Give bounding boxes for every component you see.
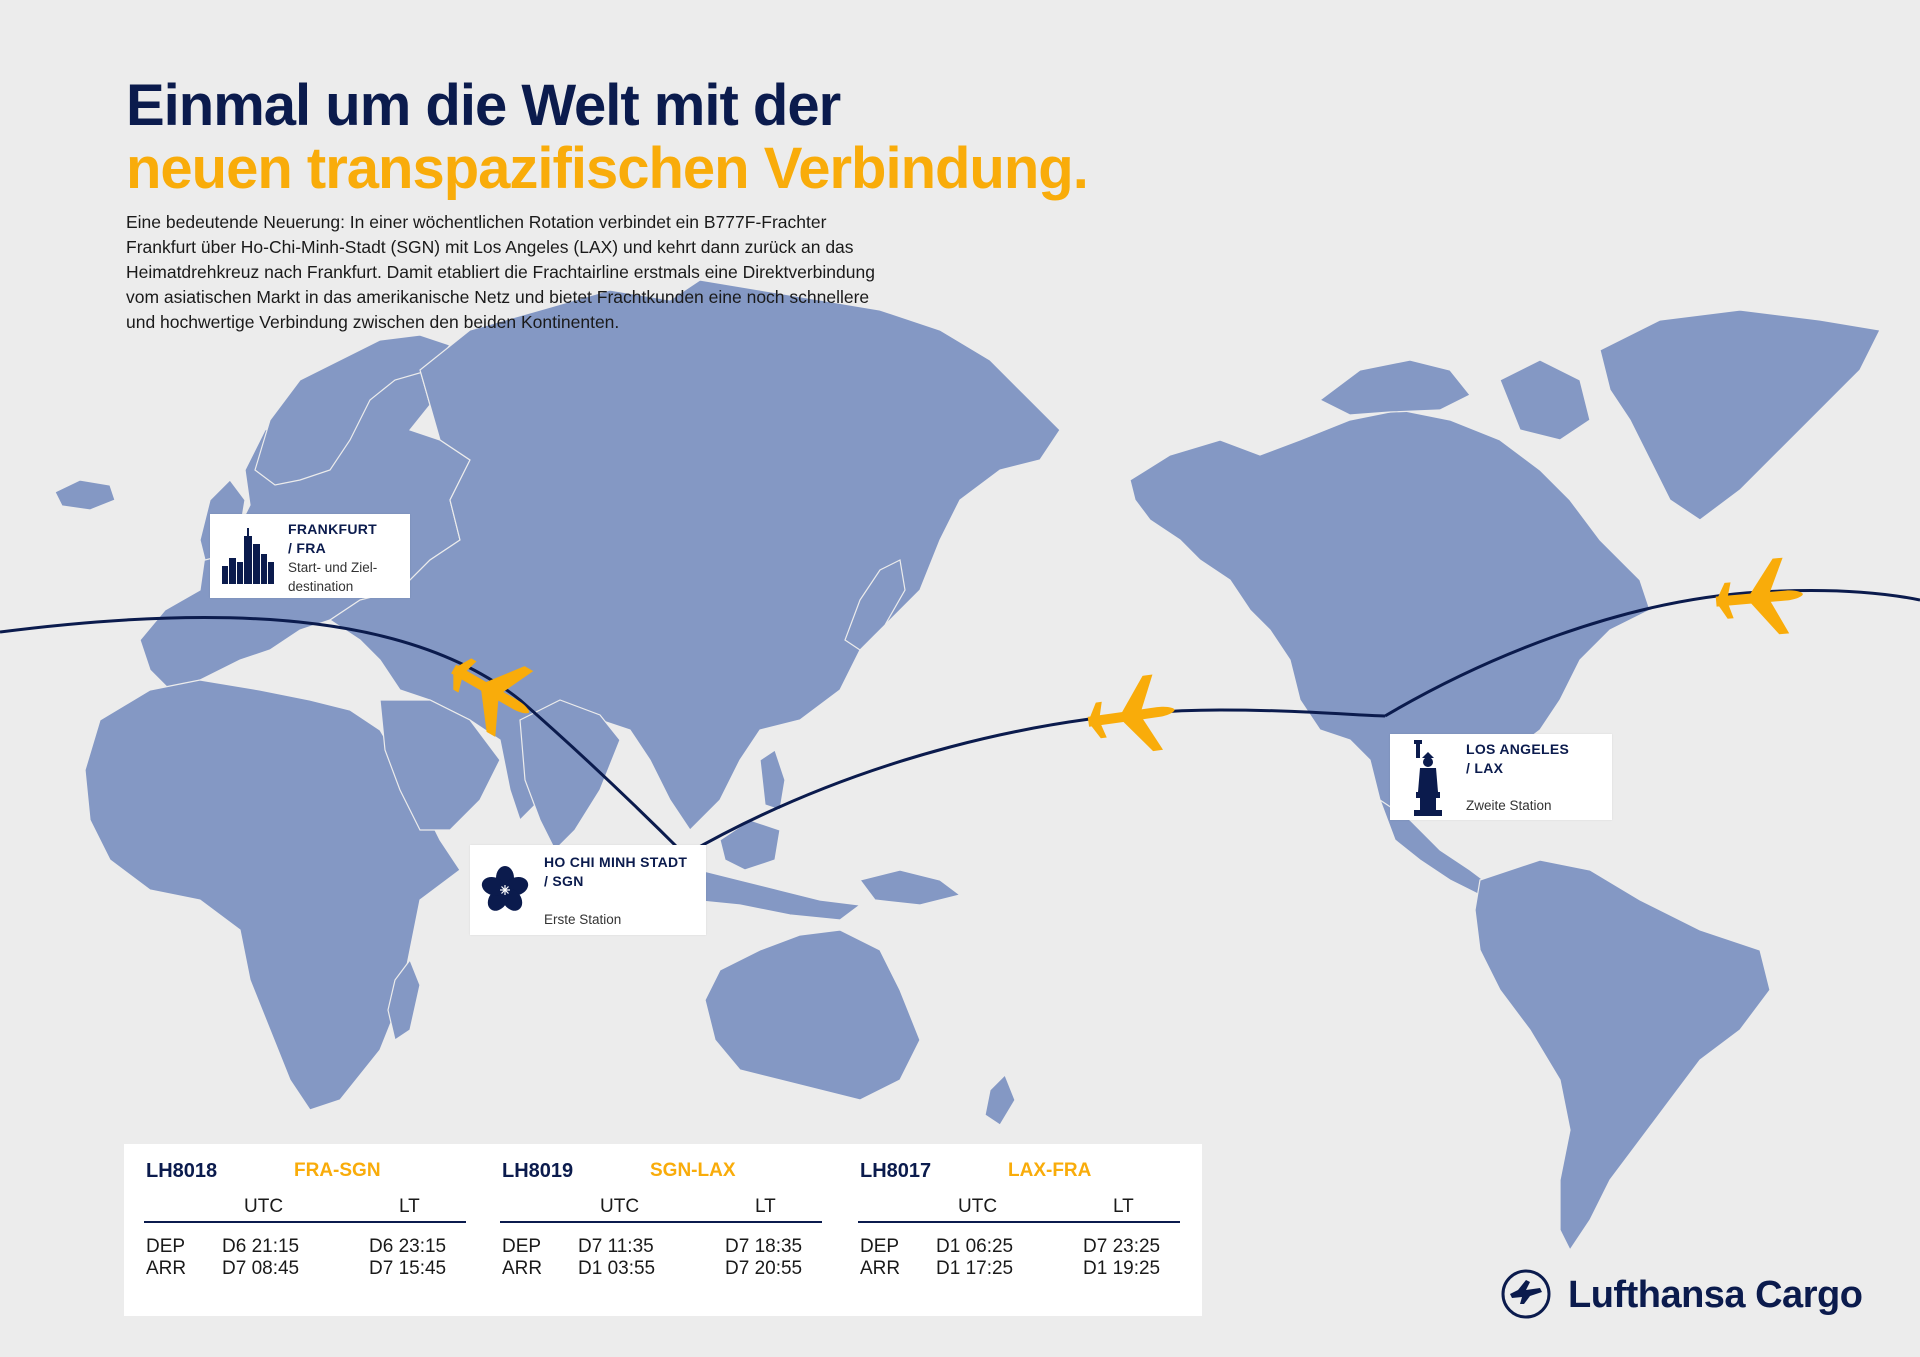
dep-label: DEP: [860, 1236, 900, 1257]
arr-lt: D1 19:25: [1083, 1258, 1161, 1279]
station-name: LOS ANGELES: [1466, 741, 1570, 757]
plane-icon: [1715, 557, 1803, 635]
land-greenland: [1599, 309, 1881, 521]
land-philippines: [759, 749, 786, 811]
plane-icon: [451, 658, 534, 737]
dep-utc: D6 21:15: [222, 1236, 300, 1257]
schedule-flight-1: LH8018 FRA-SGN UTC LT DEP D6 21:15 D6 23…: [124, 1144, 466, 1316]
land-nz: [984, 1073, 1016, 1126]
planes: [451, 557, 1803, 752]
route-fra-sgn: [0, 615, 687, 857]
dep-lt: D6 23:15: [369, 1236, 447, 1257]
land-arabia: [379, 699, 501, 831]
arr-lt: D7 15:45: [369, 1258, 447, 1279]
dep-label: DEP: [502, 1236, 542, 1257]
brand-name: Lufthansa Cargo: [1568, 1274, 1863, 1316]
intro-line: und hochwertige Verbindung zwischen den …: [126, 312, 620, 332]
intro-line: Heimatdrehkreuz nach Frankfurt. Damit et…: [126, 262, 875, 282]
station-card-losangeles: LOS ANGELES / LAX Zweite Station: [1390, 734, 1612, 820]
intro-line: Eine bedeutende Neuerung: In einer wöche…: [126, 212, 827, 232]
flower-icon: [481, 866, 529, 911]
station-card-hochiminh: HO CHI MINH STADT / SGN Erste Station: [470, 845, 706, 935]
dep-utc: D1 06:25: [936, 1236, 1014, 1257]
station-name: FRANKFURT: [288, 521, 378, 537]
land-canada-islands: [1318, 359, 1471, 416]
plane-icon: [1087, 674, 1175, 752]
schedule-flight-2: LH8019 SGN-LAX UTC LT DEP D7 11:35 D7 18…: [480, 1144, 822, 1316]
dep-lt: D7 23:25: [1083, 1236, 1161, 1257]
land-iceland: [54, 479, 116, 511]
station-desc: Zweite Station: [1466, 798, 1552, 813]
schedule-flight-3: LH8017 LAX-FRA UTC LT DEP D1 06:25 D7 23…: [838, 1144, 1180, 1316]
lt-header: LT: [1113, 1196, 1134, 1217]
dep-label: DEP: [146, 1236, 186, 1257]
flight-route: FRA-SGN: [294, 1160, 381, 1181]
page-title-line2: neuen transpazifischen Verbindung.: [126, 136, 1089, 201]
arr-label: ARR: [146, 1258, 187, 1279]
arr-label: ARR: [502, 1258, 543, 1279]
divider: [858, 1221, 1180, 1223]
arr-label: ARR: [860, 1258, 901, 1279]
utc-header: UTC: [244, 1196, 284, 1217]
statue-of-liberty-icon: [1414, 740, 1442, 816]
station-card-frankfurt: FRANKFURT / FRA Start- und Ziel- destina…: [210, 514, 410, 598]
land-japan: [844, 559, 906, 651]
intro-line: Frankfurt über Ho-Chi-Minh-Stadt (SGN) m…: [126, 237, 854, 257]
divider: [500, 1221, 822, 1223]
station-code: / SGN: [544, 873, 584, 889]
land-india: [519, 699, 621, 852]
brand-logo: Lufthansa Cargo: [1500, 1268, 1900, 1328]
lt-header: LT: [755, 1196, 776, 1217]
flight-number: LH8018: [146, 1160, 218, 1182]
route-lax-fra: [1384, 588, 1920, 718]
utc-header: UTC: [600, 1196, 640, 1217]
lt-header: LT: [399, 1196, 420, 1217]
dep-lt: D7 18:35: [725, 1236, 803, 1257]
land-indonesia: [658, 869, 862, 921]
arr-utc: D1 03:55: [578, 1258, 656, 1279]
intro-line: vom asiatischen Markt in das amerikanisc…: [126, 287, 870, 307]
utc-header: UTC: [958, 1196, 998, 1217]
schedule-panel: LH8018 FRA-SGN UTC LT DEP D6 21:15 D6 23…: [124, 1144, 1202, 1316]
flight-number: LH8019: [502, 1160, 574, 1182]
flight-route: SGN-LAX: [650, 1160, 736, 1181]
page-title-line1: Einmal um die Welt mit der: [126, 73, 841, 138]
land-borneo: [719, 819, 781, 871]
land-baffin: [1499, 359, 1591, 441]
arr-utc: D1 17:25: [936, 1258, 1014, 1279]
station-desc: Start- und Ziel-: [288, 560, 378, 575]
crane-logo-icon: [1501, 1269, 1551, 1319]
land-australia: [704, 929, 921, 1101]
dep-utc: D7 11:35: [578, 1236, 654, 1257]
land-newguinea: [858, 869, 962, 906]
route-sgn-lax: [684, 708, 1386, 857]
skyline-icon: [222, 528, 274, 584]
arr-lt: D7 20:55: [725, 1258, 803, 1279]
station-code: / LAX: [1466, 760, 1504, 776]
station-code: / FRA: [288, 540, 327, 556]
land-south-america: [1474, 859, 1771, 1252]
station-name: HO CHI MINH STADT: [544, 854, 688, 870]
station-desc: Erste Station: [544, 912, 622, 927]
flight-route: LAX-FRA: [1008, 1160, 1092, 1181]
landmasses: [54, 279, 1881, 1252]
intro-text: Eine bedeutende Neuerung: In einer wöche…: [126, 210, 1006, 335]
land-africa: [84, 679, 461, 1111]
flight-number: LH8017: [860, 1160, 932, 1182]
divider: [144, 1221, 466, 1223]
arr-utc: D7 08:45: [222, 1258, 300, 1279]
station-desc: destination: [288, 579, 354, 594]
land-madagascar: [387, 958, 421, 1041]
